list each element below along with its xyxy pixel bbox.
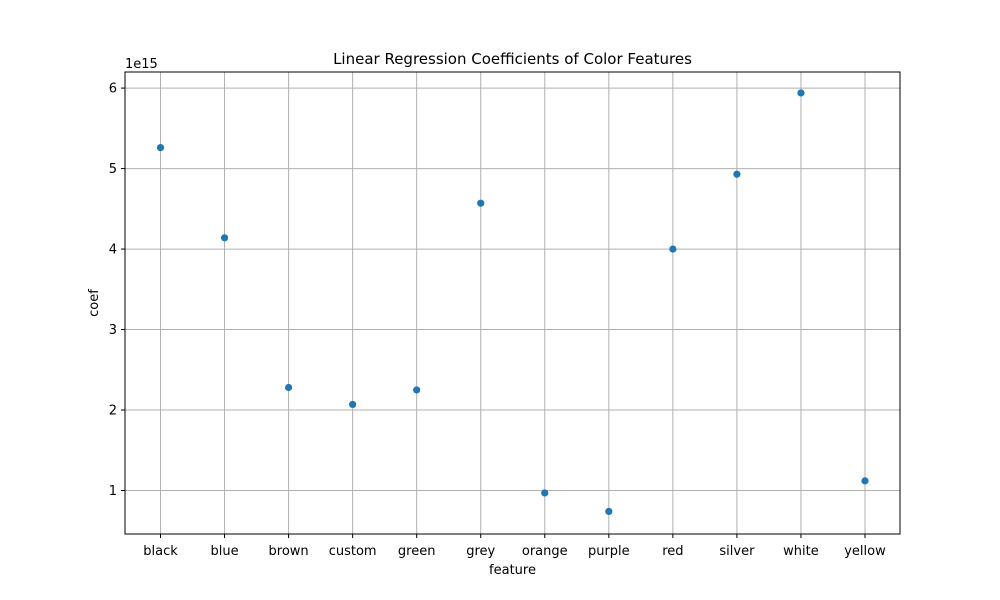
y-axis-label: coef <box>87 289 102 317</box>
data-point-purple <box>605 507 613 516</box>
data-points <box>156 89 869 516</box>
x-tick-label-blue: blue <box>210 544 238 559</box>
x-tick-label-grey: grey <box>466 544 495 559</box>
grid-lines <box>125 72 900 534</box>
data-point-brown <box>284 383 293 392</box>
data-point-custom <box>349 400 357 409</box>
x-tick-label-red: red <box>662 544 683 559</box>
data-point-yellow <box>861 477 869 485</box>
x-tick-label-silver: silver <box>719 544 755 559</box>
y-axis: 1 2 3 4 5 6 <box>109 82 125 499</box>
data-point-white <box>797 89 805 97</box>
x-axis: black blue brown custom green grey orange purpl… <box>143 534 886 559</box>
y-tick-label-4: 4 <box>109 243 117 258</box>
x-tick-label-black: black <box>143 544 178 559</box>
data-point-grey <box>477 199 485 207</box>
data-point-orange <box>541 489 549 497</box>
data-point-blue <box>220 234 229 242</box>
y-tick-label-6: 6 <box>109 82 117 97</box>
y-tick-label-2: 2 <box>109 404 117 419</box>
plot-area-frame <box>124 71 901 535</box>
y-tick-label-3: 3 <box>109 323 117 338</box>
data-point-green <box>413 386 421 394</box>
x-tick-label-brown: brown <box>269 544 309 559</box>
x-tick-label-white: white <box>783 544 819 559</box>
x-tick-label-custom: custom <box>329 544 377 559</box>
y-tick-label-1: 1 <box>109 484 117 499</box>
data-point-red <box>669 245 677 253</box>
chart-title: Linear Regression Coefficients of Color … <box>333 50 692 68</box>
data-point-silver <box>733 170 741 178</box>
x-tick-label-orange: orange <box>522 544 568 559</box>
x-axis-label: feature <box>489 563 536 578</box>
y-tick-label-5: 5 <box>109 162 117 177</box>
x-tick-label-purple: purple <box>588 544 630 559</box>
x-tick-label-green: green <box>398 544 436 559</box>
data-point-black <box>156 144 165 152</box>
x-tick-label-yellow: yellow <box>844 544 886 559</box>
y-offset-label: 1e15 <box>125 57 158 72</box>
